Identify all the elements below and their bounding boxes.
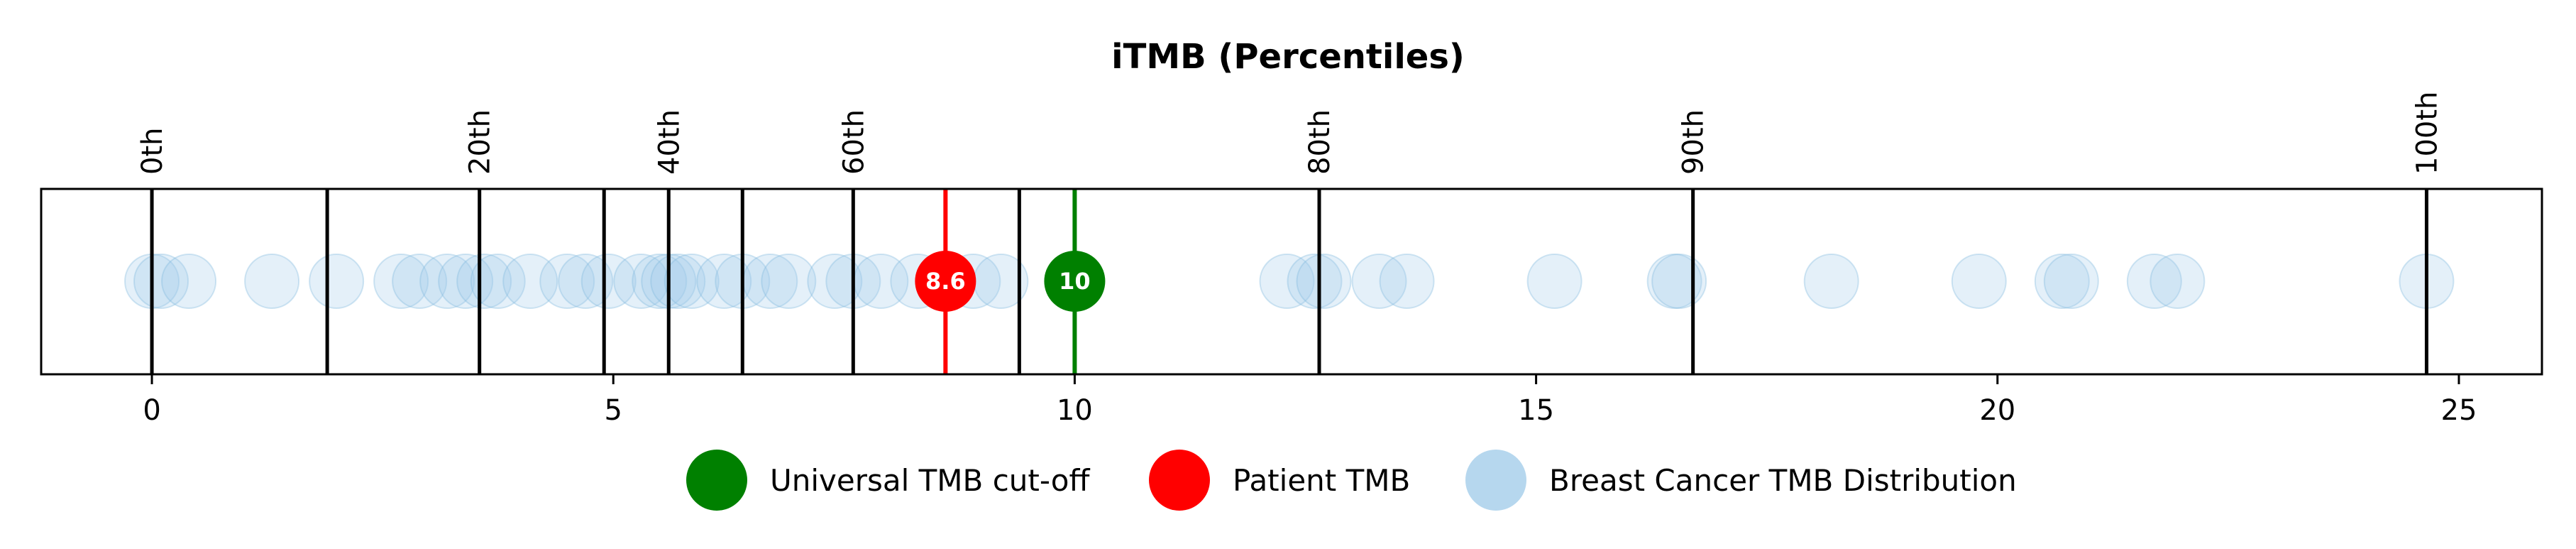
legend-label-universal-tmb-cut-off: Universal TMB cut-off [770, 463, 1090, 498]
distribution-point-16 [632, 254, 688, 309]
distribution-point-35 [1526, 254, 1583, 309]
x-tick-label-0: 0 [143, 394, 160, 427]
patient-tmb-marker [915, 251, 976, 312]
x-tick-label-5: 5 [605, 394, 622, 427]
distribution-point-34 [1379, 254, 1435, 309]
percentile-label-80th: 80th [1304, 109, 1336, 175]
distribution-point-30 [1259, 254, 1315, 309]
distribution-layer [124, 254, 2455, 309]
distribution-point-3 [244, 254, 300, 309]
tmb-markers-layer: 8.6 10 [915, 189, 1106, 374]
distribution-point-39 [1951, 254, 2007, 309]
distribution-point-32 [1296, 254, 1352, 309]
x-axis: 0 5 10 15 20 25 [143, 374, 2477, 427]
distribution-point-31 [1287, 254, 1343, 309]
distribution-point-40 [2034, 254, 2090, 309]
legend-marker-patient-tmb [1149, 450, 1210, 511]
distribution-point-33 [1351, 254, 1407, 309]
distribution-point-2 [161, 254, 217, 309]
universal-tmb-cut-off-marker [1044, 251, 1106, 312]
distribution-point-20 [696, 254, 752, 309]
percentile-label-100th: 100th [2411, 92, 2443, 175]
distribution-point-11 [502, 254, 558, 309]
x-tick-label-15: 15 [1518, 394, 1554, 427]
legend-label-breast-cancer-tmb-distribution: Breast Cancer TMB Distribution [1549, 463, 2017, 498]
legend: Universal TMB cut-off Patient TMB Breast C… [686, 450, 2017, 511]
distribution-point-37 [1651, 254, 1707, 309]
plot-frame [40, 187, 2543, 376]
distribution-point-19 [664, 254, 720, 309]
distribution-point-36 [1646, 254, 1702, 309]
distribution-point-4 [309, 254, 365, 309]
percentile-lines-layer [150, 189, 2428, 374]
legend-label-patient-tmb: Patient TMB [1233, 463, 1410, 498]
distribution-point-38 [1803, 254, 1859, 309]
percentile-label-60th: 60th [837, 109, 870, 175]
distribution-point-10 [470, 254, 526, 309]
chart-title: iTMB (Percentiles) [1111, 37, 1465, 77]
distribution-point-18 [650, 254, 706, 309]
patient-tmb-value-label: 8.6 [925, 268, 966, 295]
x-tick-label-20: 20 [1979, 394, 2015, 427]
distribution-point-42 [2126, 254, 2182, 309]
distribution-point-23 [761, 254, 817, 309]
universal-tmb-cut-off-value-label: 10 [1059, 268, 1091, 295]
percentile-label-40th: 40th [653, 109, 686, 175]
distribution-point-41 [2043, 254, 2099, 309]
distribution-point-13 [558, 254, 614, 309]
percentile-label-20th: 20th [464, 109, 497, 175]
distribution-point-5 [373, 254, 429, 309]
x-tick-label-10: 10 [1057, 394, 1093, 427]
percentile-labels: 0th 20th 40th 60th 80th 90th 100th [136, 92, 2443, 175]
distribution-point-24 [807, 254, 863, 309]
percentile-label-90th: 90th [1678, 109, 1710, 175]
distribution-point-9 [456, 254, 512, 309]
distribution-point-43 [2150, 254, 2206, 309]
distribution-point-1 [133, 254, 189, 309]
legend-marker-breast-cancer-tmb-distribution [1465, 450, 1526, 511]
distribution-point-14 [580, 254, 637, 309]
x-tick-label-25: 25 [2441, 394, 2477, 427]
distribution-point-6 [392, 254, 448, 309]
distribution-point-7 [419, 254, 475, 309]
percentile-label-0th: 0th [136, 128, 169, 175]
distribution-point-12 [539, 254, 595, 309]
legend-marker-universal-tmb-cut-off [686, 450, 747, 511]
